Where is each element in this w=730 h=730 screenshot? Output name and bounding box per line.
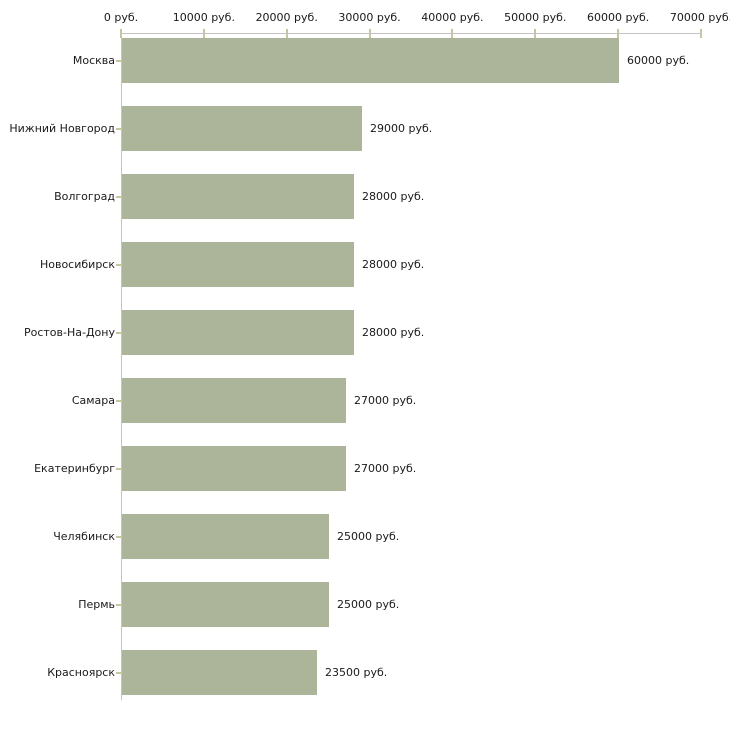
bar	[122, 378, 346, 423]
category-label: Ростов-На-Дону	[23, 326, 115, 339]
category-label: Пермь	[78, 598, 115, 611]
bar	[122, 514, 329, 559]
category-label: Волгоград	[54, 190, 115, 203]
x-axis-tick-label: 20000 руб.	[255, 11, 318, 24]
value-label: 28000 руб.	[362, 326, 425, 339]
bar	[122, 242, 354, 287]
value-label: 25000 руб.	[337, 598, 400, 611]
x-axis-tick-label: 60000 руб.	[587, 11, 650, 24]
category-label: Нижний Новгород	[9, 122, 115, 135]
category-tick	[116, 400, 121, 402]
x-axis-tick-label: 0 руб.	[103, 11, 139, 24]
category-label: Челябинск	[53, 530, 115, 543]
bar	[122, 106, 362, 151]
x-axis-tick-label: 50000 руб.	[504, 11, 567, 24]
category-label: Новосибирск	[39, 258, 115, 271]
x-axis-tick-label: 30000 руб.	[338, 11, 401, 24]
category-label: Екатеринбург	[34, 462, 115, 475]
value-label: 60000 руб.	[627, 54, 690, 67]
value-label: 27000 руб.	[354, 394, 417, 407]
category-label: Москва	[72, 54, 115, 67]
x-axis-tick-label: 10000 руб.	[172, 11, 235, 24]
value-label: 23500 руб.	[325, 666, 388, 679]
bar	[122, 446, 346, 491]
category-tick	[116, 196, 121, 198]
category-tick	[116, 264, 121, 266]
x-axis-tick-label: 40000 руб.	[421, 11, 484, 24]
y-axis-line	[121, 33, 122, 700]
x-axis-tick	[700, 29, 702, 38]
x-axis-tick-label: 70000 руб.	[669, 11, 730, 24]
bar	[122, 310, 354, 355]
x-axis-line	[121, 33, 701, 34]
category-tick	[116, 536, 121, 538]
bar	[122, 38, 619, 83]
category-tick	[116, 128, 121, 130]
category-label: Самара	[71, 394, 115, 407]
category-tick	[116, 672, 121, 674]
category-tick	[116, 60, 121, 62]
bar	[122, 650, 317, 695]
value-label: 25000 руб.	[337, 530, 400, 543]
value-label: 28000 руб.	[362, 190, 425, 203]
category-tick	[116, 468, 121, 470]
value-label: 28000 руб.	[362, 258, 425, 271]
category-tick	[116, 332, 121, 334]
bar	[122, 174, 354, 219]
bar	[122, 582, 329, 627]
value-label: 29000 руб.	[370, 122, 433, 135]
category-label: Красноярск	[47, 666, 115, 679]
value-label: 27000 руб.	[354, 462, 417, 475]
category-tick	[116, 604, 121, 606]
